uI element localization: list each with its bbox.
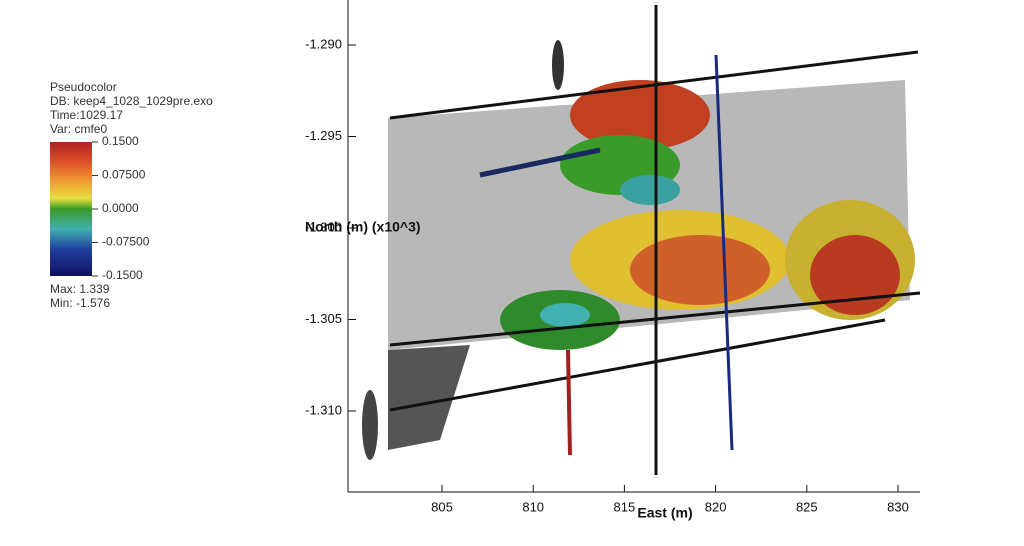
legend-min: Min: -1.576 [50,296,110,310]
legend-max: Max: 1.339 [50,282,110,296]
legend-tick-label: 0.1500 [102,134,139,148]
color-bar [50,142,92,276]
surface-shadow [388,345,470,450]
frame-line [389,50,919,120]
legend-tick-label: 0.0000 [102,201,139,215]
y-tick-label: -1.300 [305,219,342,234]
legend-db: DB: keep4_1028_1029pre.exo [50,94,213,108]
blob [630,235,770,305]
legend: Pseudocolor DB: keep4_1028_1029pre.exo T… [50,80,213,310]
frame-line [389,318,886,412]
y-tick-label: -1.305 [305,311,342,326]
legend-var: Var: cmfe0 [50,122,107,136]
x-tick-label: 820 [705,499,727,514]
x-tick-label: 810 [522,499,544,514]
disk [362,390,378,460]
well [479,147,601,178]
y-tick-label: -1.295 [305,128,342,143]
well [566,349,572,456]
y-tick-label: -1.310 [305,402,342,417]
y-axis-title: North (m) (x10^3) [305,219,421,235]
disk [552,40,564,90]
y-tick-label: -1.290 [305,36,342,51]
legend-tick-label: -0.1500 [102,268,143,282]
scene [362,5,921,475]
x-tick-label: 830 [887,499,909,514]
legend-tick-label: 0.07500 [102,168,146,182]
blob [620,175,680,205]
legend-plot: Pseudocolor [50,80,117,94]
blob [540,303,590,327]
x-tick-label: 815 [614,499,636,514]
legend-tick-label: -0.07500 [102,235,150,249]
x-tick-label: 805 [431,499,453,514]
well [714,54,734,451]
legend-time: Time:1029.17 [50,108,123,122]
x-tick-label: 825 [796,499,818,514]
x-axis-title: East (m) [637,505,692,521]
blob [570,80,710,150]
blob [810,235,900,315]
